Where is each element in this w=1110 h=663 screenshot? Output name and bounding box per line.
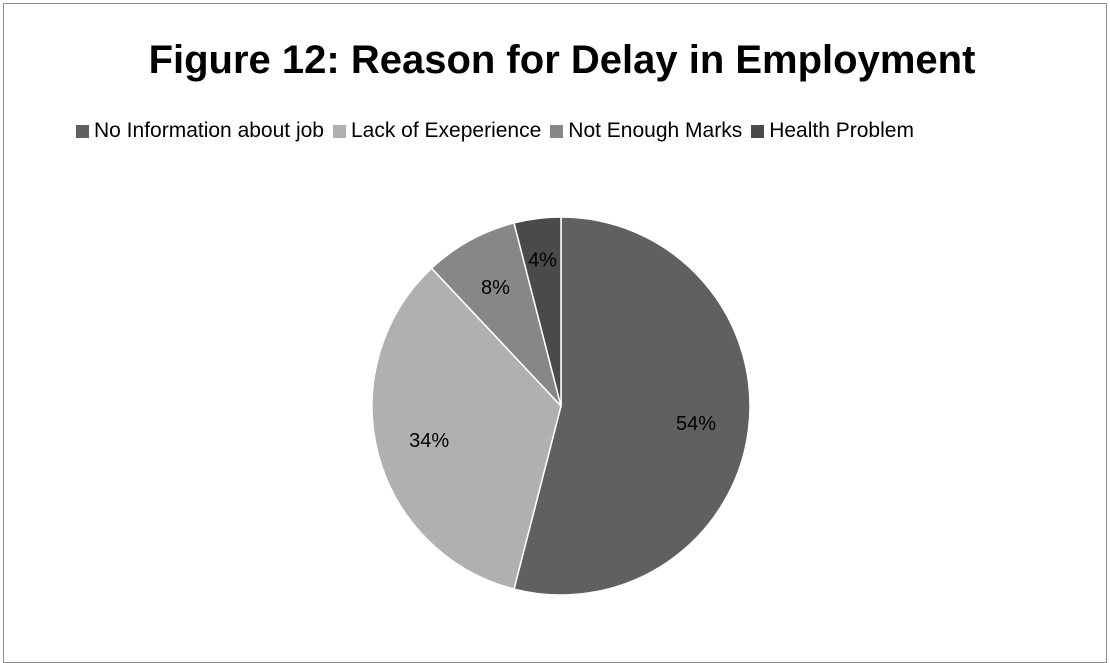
legend-item-health-problem: Health Problem: [751, 119, 914, 143]
chart-title: Figure 12: Reason for Delay in Employmen…: [148, 38, 976, 82]
pie-slice-not-enough-marks: [430, 222, 562, 407]
data-label-no-information: 54%: [676, 413, 716, 435]
data-label-lack-of-experience: 34%: [409, 430, 449, 452]
legend-item-lack-of-experience: Lack of Exeperience: [332, 119, 542, 143]
pie-slice-lack-of-experience: [371, 267, 562, 590]
legend-item-no-information: No Information about job: [76, 119, 324, 143]
legend-swatch: [332, 124, 346, 138]
pie-slice-health-problem: [513, 216, 562, 407]
legend-swatch: [76, 124, 89, 138]
legend-swatch: [751, 124, 765, 138]
pie-slice-no-information: [513, 216, 751, 596]
legend-label: Health Problem: [769, 119, 914, 142]
data-label-health-problem: 4%: [528, 250, 557, 272]
legend-label: Not Enough Marks: [568, 119, 743, 142]
legend-label: No Information about job: [94, 119, 324, 142]
legend: No Information about job Lack of Exeperi…: [76, 117, 923, 145]
pie-chart: 54% 34% 8% 4%: [371, 216, 751, 596]
legend-item-not-enough-marks: Not Enough Marks: [550, 119, 742, 143]
data-label-not-enough-marks: 8%: [481, 277, 510, 299]
legend-label: Lack of Exeperience: [350, 119, 542, 142]
legend-swatch: [550, 124, 564, 138]
